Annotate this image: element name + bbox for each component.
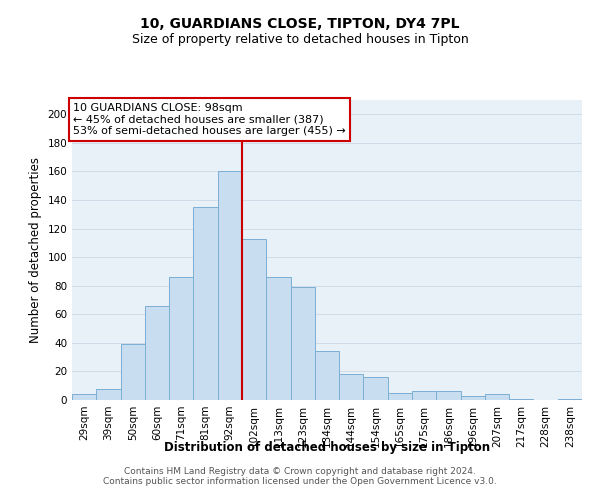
Bar: [388, 393, 412, 400]
Text: 10 GUARDIANS CLOSE: 98sqm
← 45% of detached houses are smaller (387)
53% of semi: 10 GUARDIANS CLOSE: 98sqm ← 45% of detac…: [73, 103, 346, 136]
Bar: [193, 207, 218, 400]
Bar: [96, 388, 121, 400]
Bar: [169, 277, 193, 400]
Y-axis label: Number of detached properties: Number of detached properties: [29, 157, 42, 343]
Bar: [436, 392, 461, 400]
Bar: [339, 374, 364, 400]
Text: Size of property relative to detached houses in Tipton: Size of property relative to detached ho…: [131, 32, 469, 46]
Text: Distribution of detached houses by size in Tipton: Distribution of detached houses by size …: [164, 441, 490, 454]
Text: 10, GUARDIANS CLOSE, TIPTON, DY4 7PL: 10, GUARDIANS CLOSE, TIPTON, DY4 7PL: [140, 18, 460, 32]
Bar: [509, 398, 533, 400]
Bar: [72, 394, 96, 400]
Bar: [218, 172, 242, 400]
Bar: [485, 394, 509, 400]
Bar: [145, 306, 169, 400]
Bar: [461, 396, 485, 400]
Bar: [121, 344, 145, 400]
Bar: [290, 287, 315, 400]
Text: Contains HM Land Registry data © Crown copyright and database right 2024.: Contains HM Land Registry data © Crown c…: [124, 467, 476, 476]
Bar: [242, 238, 266, 400]
Text: Contains public sector information licensed under the Open Government Licence v3: Contains public sector information licen…: [103, 477, 497, 486]
Bar: [315, 352, 339, 400]
Bar: [364, 377, 388, 400]
Bar: [412, 392, 436, 400]
Bar: [558, 398, 582, 400]
Bar: [266, 277, 290, 400]
